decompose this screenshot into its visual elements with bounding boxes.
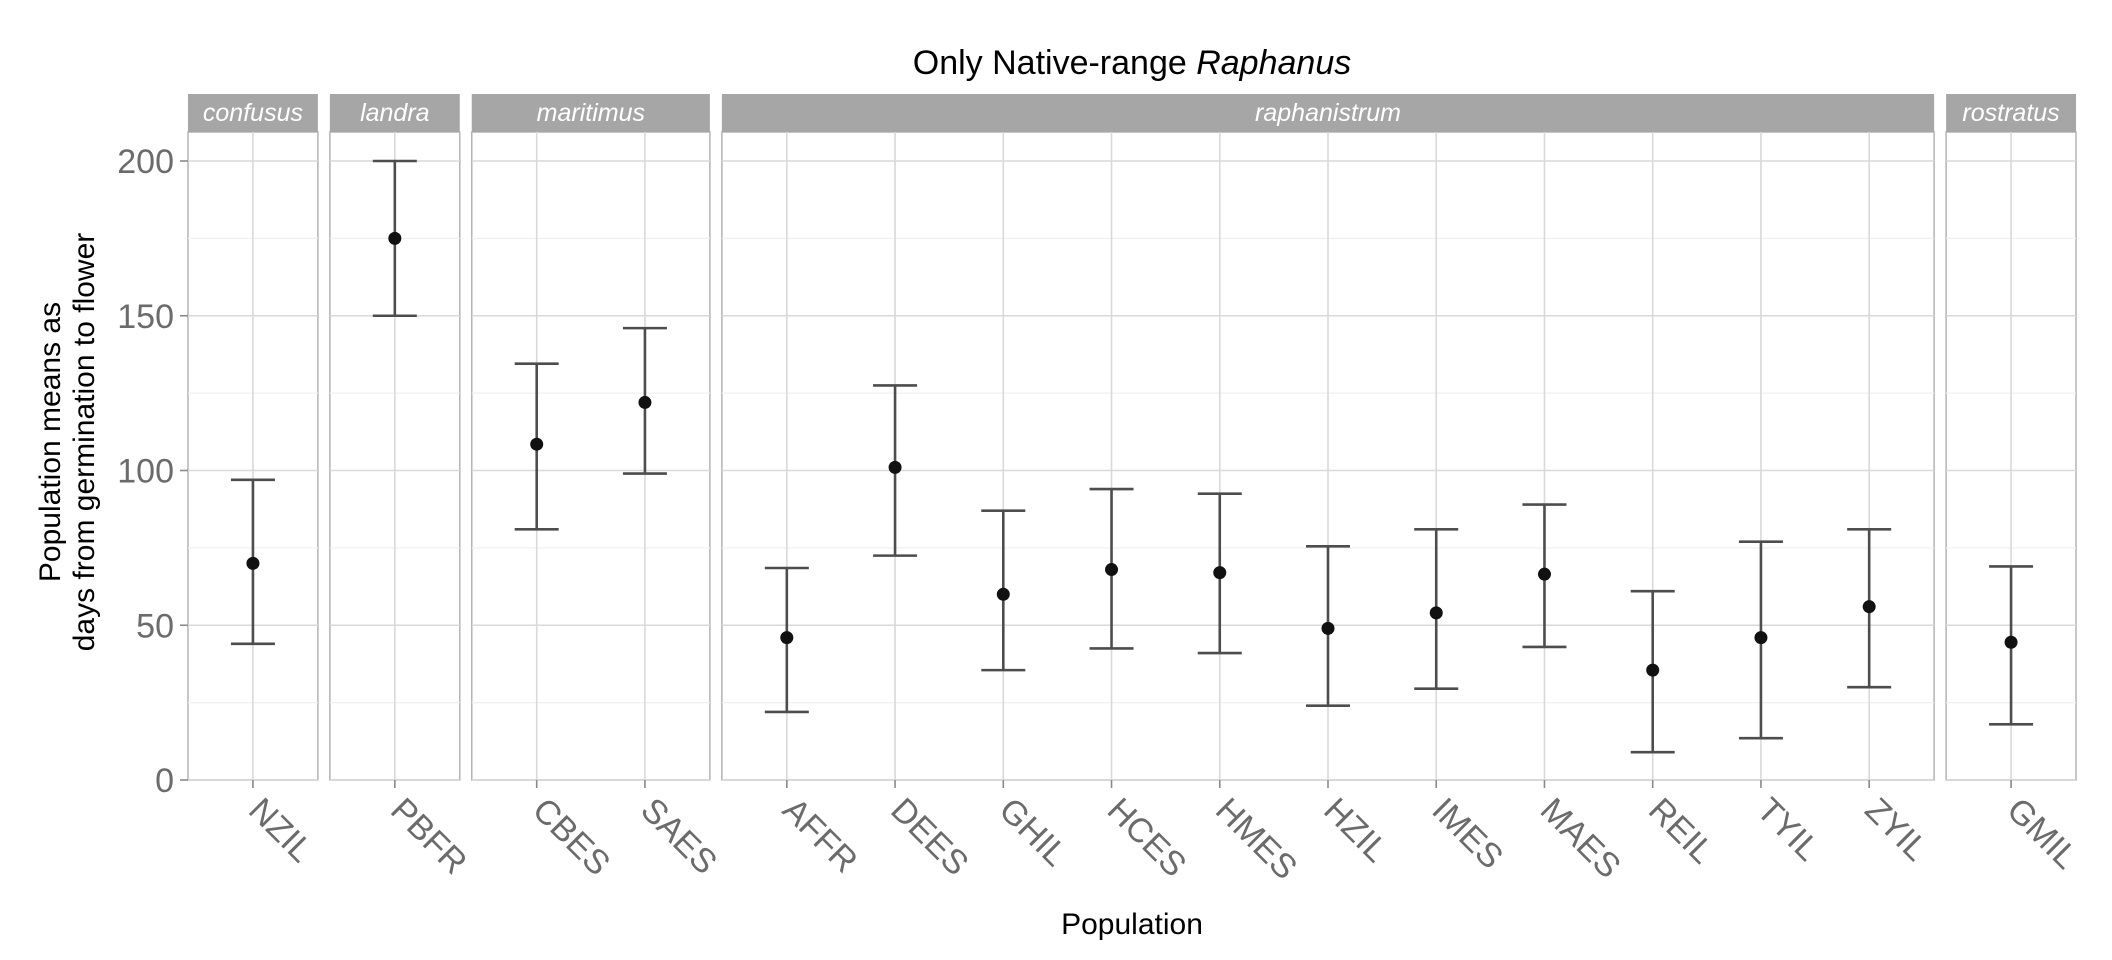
facet-strip bbox=[721, 94, 1935, 132]
x-tick-label: DEES bbox=[883, 791, 975, 883]
mean-point-GHIL bbox=[996, 587, 1010, 601]
facet-panel-rostratus: rostratus bbox=[1945, 94, 2077, 781]
facet-strip bbox=[1946, 94, 2076, 132]
chart-title-italic: Raphanus bbox=[1196, 44, 1351, 82]
mean-point-MAES bbox=[1537, 567, 1551, 581]
facet-panel-raphanistrum: raphanistrum bbox=[721, 94, 1935, 781]
x-tick-label: HZIL bbox=[1316, 791, 1395, 870]
x-tick-label: CBES bbox=[525, 791, 617, 883]
mean-point-HZIL bbox=[1321, 621, 1335, 635]
mean-point-IMES bbox=[1429, 606, 1443, 620]
y-axis-title-line2: days from germination to flower bbox=[68, 233, 101, 652]
x-tick-label: MAES bbox=[1533, 791, 1628, 886]
facet-strip bbox=[471, 94, 710, 132]
facet-strip-label: confusus bbox=[203, 99, 303, 127]
facet-strip bbox=[329, 94, 460, 132]
x-tick-label: IMES bbox=[1425, 791, 1511, 877]
x-tick-label: NZIL bbox=[241, 791, 320, 870]
y-axis: 0 50 100 150 200 bbox=[117, 143, 188, 800]
mean-point-GMIL bbox=[2004, 635, 2018, 649]
y-tick-label: 150 bbox=[117, 298, 174, 336]
y-tick-label: 200 bbox=[117, 143, 174, 181]
panel-background bbox=[471, 131, 711, 781]
y-tick-label: 50 bbox=[136, 607, 174, 645]
facet-strip-label: maritimus bbox=[537, 99, 645, 127]
facet-panels: confusus landra maritimus raphanistrum rostr… bbox=[187, 94, 2077, 781]
y-axis-title: Population means as days from germinatio… bbox=[34, 233, 101, 652]
facet-strip-label: rostratus bbox=[1962, 99, 2059, 127]
y-tick-label: 0 bbox=[155, 762, 174, 800]
x-tick-label: AFFR bbox=[775, 791, 865, 881]
facet-panel-landra: landra bbox=[329, 94, 461, 781]
x-tick-label: SAES bbox=[633, 791, 724, 882]
y-tick-label: 100 bbox=[117, 453, 174, 491]
facet-strip-label: landra bbox=[360, 99, 430, 127]
x-axis: NZIL PBFR CBES SAES AFFR DEES GHIL HCES HMES HZIL… bbox=[241, 780, 2085, 887]
mean-point-AFFR bbox=[780, 631, 794, 645]
x-axis-title: Population bbox=[1061, 908, 1203, 941]
mean-point-HCES bbox=[1105, 563, 1119, 577]
chart-title-prefix: Only Native-range bbox=[913, 44, 1196, 82]
facet-panel-maritimus: maritimus bbox=[471, 94, 711, 781]
mean-point-PBFR bbox=[388, 231, 402, 245]
x-tick-label: HCES bbox=[1100, 791, 1194, 885]
mean-point-CBES bbox=[530, 437, 544, 451]
facet-panel-confusus: confusus bbox=[187, 94, 319, 781]
mean-point-TYIL bbox=[1754, 631, 1768, 645]
x-tick-label: GMIL bbox=[1999, 791, 2085, 877]
facet-strip-label: raphanistrum bbox=[1255, 99, 1401, 127]
mean-point-HMES bbox=[1213, 566, 1227, 580]
x-tick-label: PBFR bbox=[383, 791, 474, 882]
y-axis-title-line1: Population means as bbox=[34, 302, 67, 582]
mean-point-SAES bbox=[638, 395, 652, 409]
mean-point-ZYIL bbox=[1862, 600, 1876, 614]
mean-point-NZIL bbox=[246, 556, 260, 570]
x-tick-label: GHIL bbox=[992, 791, 1075, 874]
mean-point-DEES bbox=[888, 460, 902, 474]
x-tick-label: TYIL bbox=[1749, 791, 1827, 869]
x-tick-label: ZYIL bbox=[1858, 791, 1936, 869]
chart-title: Only Native-range Raphanus bbox=[913, 44, 1351, 82]
x-tick-label: HMES bbox=[1208, 791, 1304, 887]
x-tick-label: REIL bbox=[1641, 791, 1721, 871]
facet-strip bbox=[188, 94, 318, 132]
mean-point-REIL bbox=[1646, 663, 1660, 677]
